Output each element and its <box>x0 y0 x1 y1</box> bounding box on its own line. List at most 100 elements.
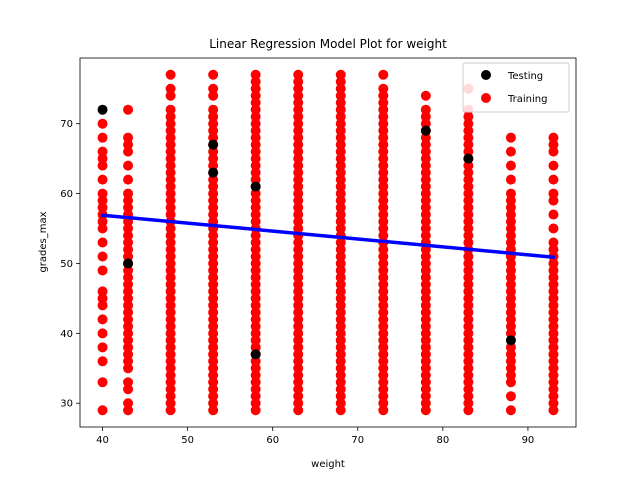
training-point <box>548 363 559 374</box>
y-axis: 30 40 50 60 70 <box>60 119 80 410</box>
training-point <box>505 349 516 360</box>
training-point <box>208 349 219 360</box>
training-point <box>548 146 559 157</box>
training-point <box>505 356 516 367</box>
training-point <box>250 237 261 248</box>
training-point <box>335 97 346 108</box>
training-point <box>420 223 431 234</box>
training-point <box>293 272 304 283</box>
training-point <box>250 202 261 213</box>
training-point <box>208 83 219 94</box>
training-point <box>378 272 389 283</box>
training-point <box>97 188 108 199</box>
training-point <box>378 286 389 297</box>
training-point <box>378 181 389 192</box>
training-point <box>165 307 176 318</box>
training-point <box>335 104 346 115</box>
training-point <box>548 342 559 353</box>
training-point <box>208 118 219 129</box>
training-point <box>293 237 304 248</box>
training-point <box>250 405 261 416</box>
training-point <box>165 251 176 262</box>
training-point <box>293 202 304 213</box>
training-point <box>378 349 389 360</box>
training-point <box>378 174 389 185</box>
training-point <box>463 272 474 283</box>
training-point <box>335 363 346 374</box>
training-point <box>165 286 176 297</box>
training-point <box>463 125 474 136</box>
training-point <box>548 328 559 339</box>
training-point <box>505 286 516 297</box>
training-point <box>293 251 304 262</box>
training-point <box>420 398 431 409</box>
training-point <box>97 314 108 325</box>
x-tick-label: 70 <box>351 435 364 446</box>
training-point <box>165 181 176 192</box>
training-point <box>505 321 516 332</box>
training-point <box>293 174 304 185</box>
training-point <box>250 258 261 269</box>
training-point <box>165 146 176 157</box>
training-point <box>165 398 176 409</box>
training-point <box>548 160 559 171</box>
training-point <box>165 104 176 115</box>
training-point <box>250 300 261 311</box>
training-point <box>123 202 134 213</box>
training-point <box>378 307 389 318</box>
training-point <box>378 230 389 241</box>
training-point <box>250 195 261 206</box>
training-point <box>335 181 346 192</box>
training-point <box>293 328 304 339</box>
training-point <box>420 377 431 388</box>
training-point <box>293 293 304 304</box>
training-point <box>335 272 346 283</box>
training-point <box>505 209 516 220</box>
training-point <box>165 90 176 101</box>
training-point <box>335 349 346 360</box>
training-point <box>208 69 219 80</box>
training-point <box>293 146 304 157</box>
training-point <box>250 293 261 304</box>
training-point <box>293 258 304 269</box>
training-point <box>420 328 431 339</box>
training-point <box>463 342 474 353</box>
training-point <box>208 195 219 206</box>
training-point <box>123 139 134 150</box>
training-point <box>165 272 176 283</box>
training-point <box>335 237 346 248</box>
training-point <box>378 398 389 409</box>
training-point <box>250 342 261 353</box>
training-point <box>293 188 304 199</box>
training-point <box>208 321 219 332</box>
training-point <box>420 321 431 332</box>
training-point <box>335 202 346 213</box>
training-point <box>208 209 219 220</box>
training-point <box>463 237 474 248</box>
training-point <box>208 279 219 290</box>
training-point <box>505 174 516 185</box>
training-point <box>463 195 474 206</box>
training-point <box>208 202 219 213</box>
training-point <box>548 265 559 276</box>
training-point <box>97 118 108 129</box>
training-point <box>97 237 108 248</box>
training-point <box>335 405 346 416</box>
x-tick-label: 60 <box>266 435 279 446</box>
training-point <box>123 146 134 157</box>
training-point <box>123 160 134 171</box>
training-point <box>165 314 176 325</box>
training-point <box>335 314 346 325</box>
training-point <box>378 342 389 353</box>
training-point <box>420 370 431 381</box>
training-point <box>505 146 516 157</box>
training-point <box>463 321 474 332</box>
training-point <box>548 139 559 150</box>
training-point <box>123 335 134 346</box>
training-point <box>165 356 176 367</box>
training-point <box>123 405 134 416</box>
training-point <box>208 391 219 402</box>
training-point <box>165 118 176 129</box>
testing-point <box>505 335 516 346</box>
